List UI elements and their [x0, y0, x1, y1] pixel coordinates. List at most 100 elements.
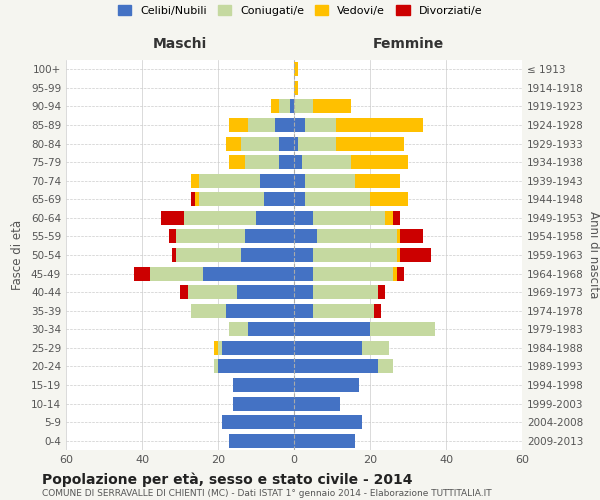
- Bar: [248, 322, 294, 336]
- Bar: [180, 285, 188, 299]
- Bar: [245, 230, 294, 243]
- Bar: [397, 266, 404, 280]
- Bar: [279, 136, 294, 150]
- Bar: [294, 285, 313, 299]
- Bar: [355, 174, 400, 188]
- Bar: [176, 230, 245, 243]
- Bar: [302, 155, 351, 169]
- Text: COMUNE DI SERRAVALLE DI CHIENTI (MC) - Dati ISTAT 1° gennaio 2014 - Elaborazione: COMUNE DI SERRAVALLE DI CHIENTI (MC) - D…: [42, 489, 491, 498]
- Bar: [294, 62, 298, 76]
- Bar: [218, 360, 294, 374]
- Bar: [397, 248, 400, 262]
- Bar: [298, 136, 336, 150]
- Bar: [214, 360, 218, 374]
- Bar: [226, 304, 294, 318]
- Bar: [248, 118, 275, 132]
- Bar: [161, 211, 184, 225]
- Bar: [241, 248, 294, 262]
- Bar: [313, 266, 393, 280]
- Bar: [317, 230, 397, 243]
- Bar: [222, 341, 294, 355]
- Bar: [313, 100, 351, 114]
- Bar: [203, 266, 294, 280]
- Bar: [397, 230, 400, 243]
- Bar: [313, 248, 397, 262]
- Bar: [229, 118, 248, 132]
- Bar: [275, 118, 294, 132]
- Bar: [393, 211, 400, 225]
- Bar: [294, 174, 305, 188]
- Bar: [271, 100, 279, 114]
- Bar: [400, 248, 431, 262]
- Bar: [305, 174, 355, 188]
- Bar: [313, 304, 374, 318]
- Bar: [222, 415, 294, 429]
- Bar: [294, 341, 362, 355]
- Bar: [400, 230, 423, 243]
- Bar: [233, 396, 294, 410]
- Bar: [199, 192, 263, 206]
- Bar: [263, 192, 294, 206]
- Bar: [260, 174, 294, 188]
- Bar: [195, 192, 199, 206]
- Bar: [229, 322, 248, 336]
- Bar: [294, 434, 355, 448]
- Bar: [294, 81, 298, 95]
- Bar: [172, 248, 176, 262]
- Text: Femmine: Femmine: [373, 36, 443, 51]
- Bar: [169, 230, 176, 243]
- Legend: Celibi/Nubili, Coniugati/e, Vedovi/e, Divorziati/e: Celibi/Nubili, Coniugati/e, Vedovi/e, Di…: [113, 0, 487, 20]
- Bar: [184, 211, 256, 225]
- Bar: [351, 155, 408, 169]
- Y-axis label: Anni di nascita: Anni di nascita: [587, 212, 600, 298]
- Text: Popolazione per età, sesso e stato civile - 2014: Popolazione per età, sesso e stato civil…: [42, 472, 413, 487]
- Bar: [305, 192, 370, 206]
- Bar: [294, 396, 340, 410]
- Bar: [218, 341, 222, 355]
- Bar: [305, 118, 336, 132]
- Bar: [313, 285, 377, 299]
- Bar: [214, 341, 218, 355]
- Bar: [226, 136, 241, 150]
- Bar: [370, 192, 408, 206]
- Bar: [294, 266, 313, 280]
- Bar: [191, 174, 199, 188]
- Bar: [374, 304, 382, 318]
- Bar: [294, 415, 362, 429]
- Bar: [313, 211, 385, 225]
- Bar: [294, 230, 317, 243]
- Bar: [294, 192, 305, 206]
- Bar: [237, 285, 294, 299]
- Bar: [294, 304, 313, 318]
- Bar: [294, 136, 298, 150]
- Bar: [294, 322, 370, 336]
- Bar: [362, 341, 389, 355]
- Bar: [294, 378, 359, 392]
- Bar: [294, 118, 305, 132]
- Bar: [385, 211, 393, 225]
- Bar: [149, 266, 203, 280]
- Bar: [191, 192, 195, 206]
- Bar: [294, 248, 313, 262]
- Bar: [199, 174, 260, 188]
- Bar: [176, 248, 241, 262]
- Bar: [393, 266, 397, 280]
- Bar: [233, 378, 294, 392]
- Bar: [336, 118, 423, 132]
- Text: Maschi: Maschi: [153, 36, 207, 51]
- Bar: [134, 266, 149, 280]
- Bar: [336, 136, 404, 150]
- Bar: [294, 100, 313, 114]
- Bar: [191, 304, 226, 318]
- Y-axis label: Fasce di età: Fasce di età: [11, 220, 24, 290]
- Bar: [188, 285, 237, 299]
- Bar: [279, 100, 290, 114]
- Bar: [370, 322, 434, 336]
- Bar: [294, 211, 313, 225]
- Bar: [294, 155, 302, 169]
- Bar: [377, 285, 385, 299]
- Bar: [294, 360, 377, 374]
- Bar: [229, 434, 294, 448]
- Bar: [377, 360, 393, 374]
- Bar: [290, 100, 294, 114]
